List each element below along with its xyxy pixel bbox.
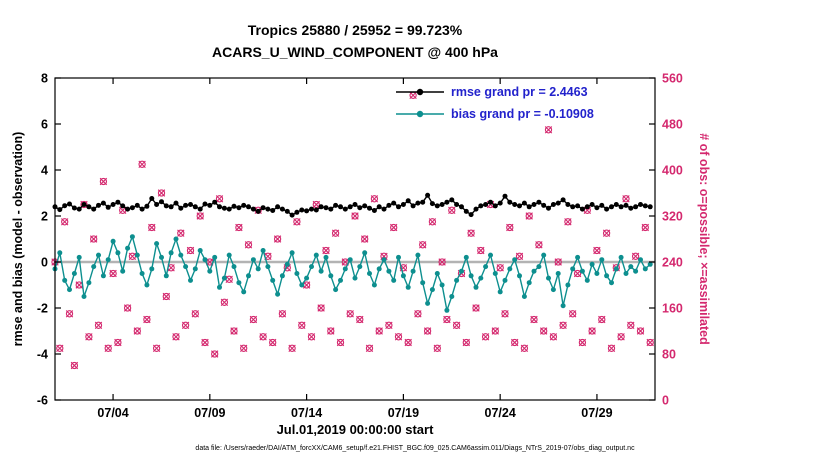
data-file-caption: data file: /Users/raeder/DAI/ATM_forcXX/…: [195, 445, 635, 452]
tick-label: 160: [662, 302, 683, 316]
tick-label: -4: [37, 348, 48, 362]
axis-ticks-and-labels: 07/04 07/09 07/14 07/19 07/24 07/29 -6 -4 -2 0 2 4 6…: [37, 72, 683, 421]
chart-title-region-stats: Tropics 25880 / 25952 = 99.723%: [247, 22, 463, 38]
tick-label: 8: [41, 72, 48, 86]
right-ylabel: # of obs: o=possible; ×=assimilated: [697, 133, 711, 345]
tick-label: 4: [41, 164, 48, 178]
left-ylabel: rmse and bias (model - observation): [11, 131, 25, 347]
tick-label: 07/04: [97, 406, 128, 420]
tick-label: 480: [662, 118, 683, 132]
tick-label: 320: [662, 210, 683, 224]
tick-label: 07/09: [194, 406, 225, 420]
tick-label: 0: [41, 256, 48, 270]
tick-label: 560: [662, 72, 683, 86]
tick-label: -2: [37, 302, 48, 316]
chart-title-variable-level: ACARS_U_WIND_COMPONENT @ 400 hPa: [212, 44, 498, 60]
legend: rmse grand pr = 2.4463 bias grand pr = -…: [396, 84, 594, 128]
tick-label: 80: [662, 348, 676, 362]
legend-item-bias: bias grand pr = -0.10908: [396, 106, 594, 122]
legend-label-bias: bias grand pr = -0.10908: [451, 107, 594, 121]
tick-label: 07/24: [485, 406, 516, 420]
rmse-series: [52, 192, 653, 218]
bias-line-sample: [396, 110, 444, 118]
tick-label: 0: [662, 394, 669, 408]
legend-label-rmse: rmse grand pr = 2.4463: [451, 85, 588, 99]
tick-label: 07/14: [291, 406, 322, 420]
obs-count-series-o: [51, 91, 654, 370]
obs-count-series-x: [51, 91, 654, 370]
tick-label: 2: [41, 210, 48, 224]
legend-item-rmse: rmse grand pr = 2.4463: [396, 84, 594, 100]
rmse-line-sample: [396, 88, 444, 96]
axes-box: [54, 77, 656, 401]
tick-label: 240: [662, 256, 683, 270]
x-axis-label: Jul.01,2019 00:00:00 start: [276, 422, 434, 437]
tick-label: -6: [37, 394, 48, 408]
tick-label: 07/29: [581, 406, 612, 420]
bias-series: [52, 234, 653, 313]
tick-label: 400: [662, 164, 683, 178]
tick-label: 07/19: [388, 406, 419, 420]
tick-label: 6: [41, 118, 48, 132]
